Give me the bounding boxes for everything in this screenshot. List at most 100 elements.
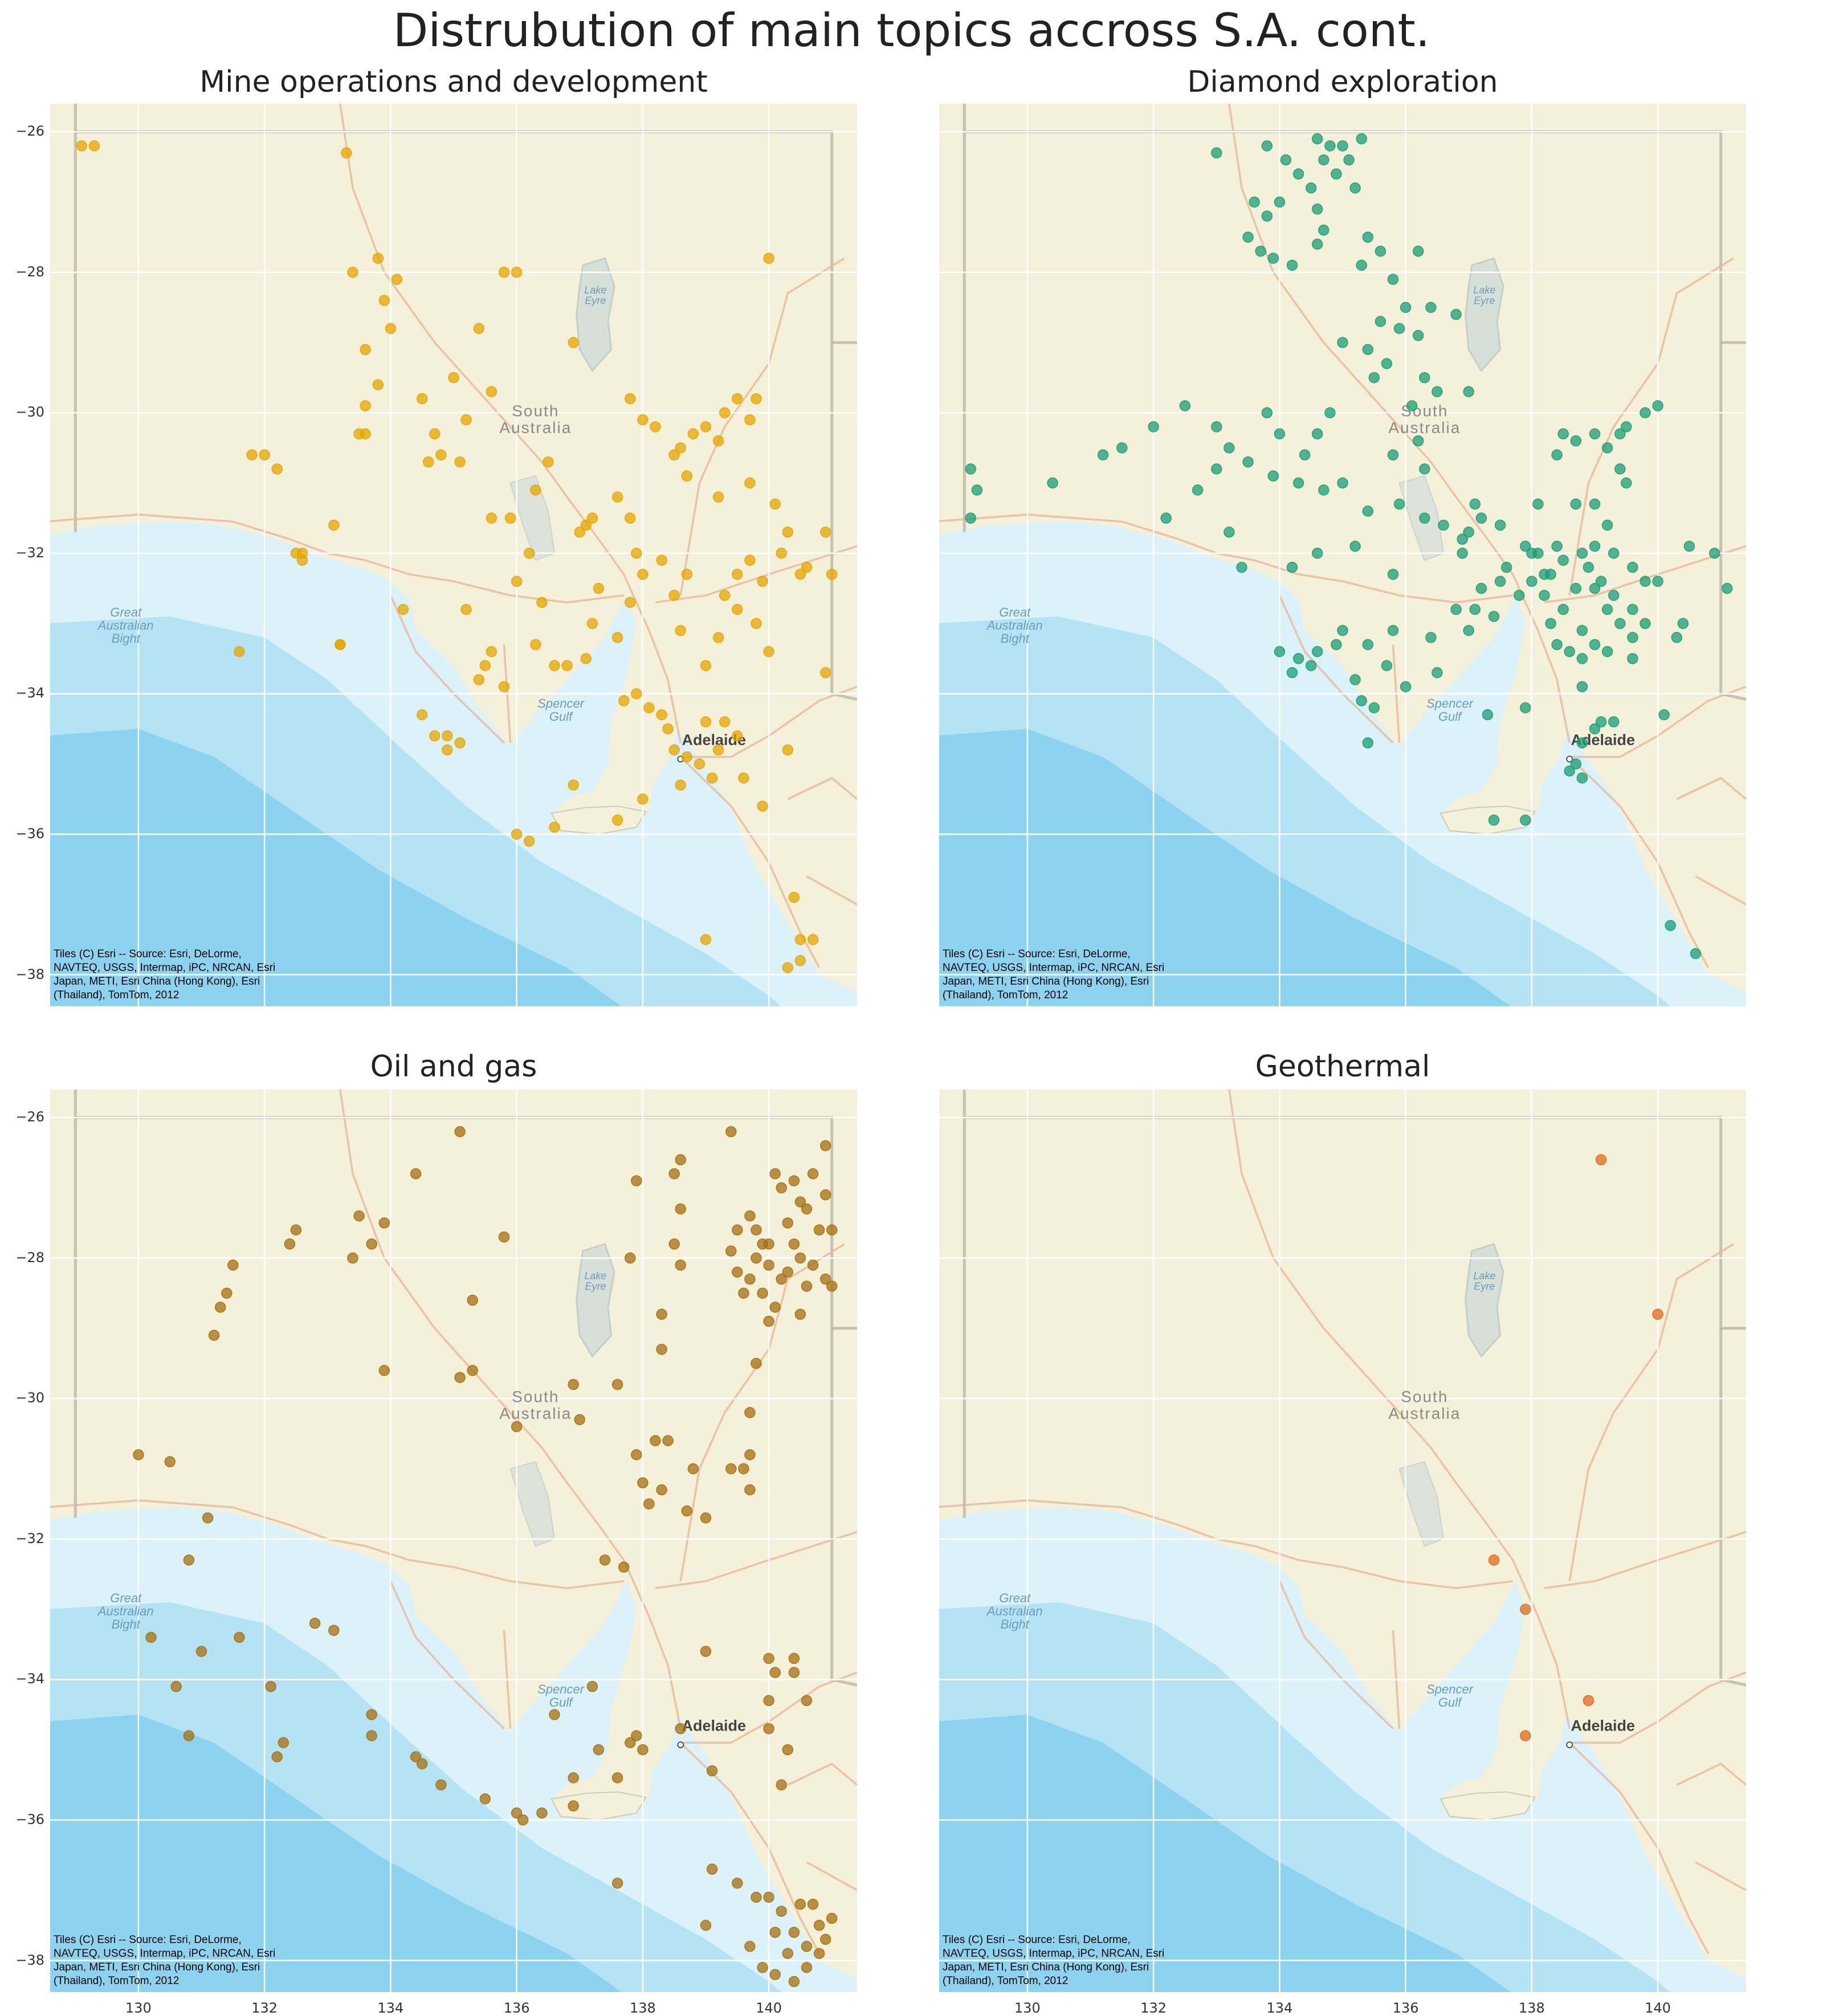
data-point	[1488, 1554, 1500, 1566]
data-point	[486, 646, 497, 658]
data-point	[347, 267, 358, 278]
data-point	[372, 252, 384, 264]
y-tick-label: −26	[15, 1109, 44, 1125]
data-point	[971, 484, 983, 496]
data-point	[1211, 147, 1222, 159]
data-point	[1368, 702, 1380, 713]
y-tick-label: −32	[15, 1530, 44, 1546]
data-point	[1601, 519, 1613, 531]
data-point	[1601, 442, 1613, 454]
data-point	[819, 667, 831, 679]
data-point	[744, 1407, 756, 1418]
city-label: Adelaide	[1571, 1717, 1635, 1734]
data-point	[1652, 400, 1663, 411]
x-tick-label: 134	[1266, 2000, 1293, 2016]
data-point	[1595, 716, 1607, 728]
data-point	[448, 372, 459, 383]
road-line	[1676, 777, 1746, 800]
bight-label: Great Australian Bight	[97, 605, 154, 646]
data-point	[738, 1287, 749, 1299]
data-point	[335, 639, 346, 650]
data-point	[1381, 358, 1393, 369]
data-point	[631, 1449, 642, 1460]
data-point	[309, 1618, 321, 1629]
data-point	[296, 548, 308, 559]
y-tick-label: −30	[15, 1390, 44, 1406]
panel-title: Geothermal	[1255, 1050, 1430, 1084]
data-point	[1255, 246, 1266, 257]
data-point	[1432, 386, 1443, 398]
state-label: South Australia	[1388, 402, 1461, 436]
data-point	[1305, 182, 1317, 194]
data-point	[751, 1224, 762, 1236]
data-point	[378, 1365, 390, 1376]
data-point	[1520, 1730, 1531, 1741]
city-marker	[1566, 756, 1573, 763]
data-point	[454, 456, 466, 468]
data-point	[687, 428, 699, 440]
data-point	[1557, 428, 1569, 440]
map-panel-3: South Australia Great Australian Bight Spence…	[939, 1089, 1746, 1992]
data-point	[700, 716, 712, 728]
data-point	[208, 1329, 220, 1341]
data-point	[794, 1252, 806, 1264]
y-tick-label: −36	[15, 1811, 44, 1827]
x-tick-label: 130	[1014, 2000, 1041, 2016]
data-point	[1412, 330, 1424, 341]
data-point	[782, 744, 794, 756]
data-point	[1640, 407, 1651, 419]
data-point	[1475, 512, 1487, 524]
data-point	[744, 1449, 756, 1460]
y-tick-label: −36	[15, 825, 44, 842]
ocean-deep	[50, 1715, 622, 1992]
data-point	[1488, 814, 1500, 826]
data-point	[631, 1175, 642, 1186]
city-label: Adelaide	[682, 1717, 746, 1734]
data-point	[763, 1891, 774, 1903]
x-tick-label: 138	[1518, 2000, 1545, 2016]
data-point	[668, 449, 680, 461]
x-tick-label: 140	[1645, 2000, 1671, 2016]
data-point	[801, 1280, 813, 1292]
data-point	[819, 1189, 831, 1201]
data-point	[807, 1899, 819, 1910]
data-point	[625, 512, 636, 524]
data-point	[1658, 709, 1670, 721]
data-point	[1425, 632, 1437, 643]
data-point	[681, 470, 693, 482]
data-point	[1614, 463, 1626, 475]
data-point	[1318, 154, 1329, 166]
data-point	[618, 1561, 630, 1573]
data-point	[611, 1378, 623, 1390]
data-point	[1576, 737, 1588, 749]
data-point	[1387, 625, 1399, 636]
attribution-text: Tiles (C) Esri -- Source: Esri, DeLorme,…	[943, 948, 1164, 1001]
data-point	[719, 407, 731, 419]
road-line	[1544, 1531, 1746, 1589]
data-point	[656, 554, 667, 566]
data-point	[650, 421, 661, 432]
data-point	[826, 1280, 838, 1292]
data-point	[675, 779, 686, 791]
data-point	[769, 1667, 781, 1678]
data-point	[1583, 1695, 1594, 1707]
data-point	[76, 140, 88, 152]
data-point	[1362, 639, 1374, 650]
data-point	[133, 1449, 144, 1460]
data-point	[782, 962, 794, 973]
data-point	[498, 681, 510, 692]
data-point	[763, 1723, 774, 1735]
data-point	[1589, 723, 1601, 734]
data-point	[360, 400, 371, 411]
data-point	[1337, 140, 1348, 152]
data-point	[611, 1878, 623, 1889]
data-point	[782, 1266, 794, 1278]
data-point	[1192, 484, 1204, 496]
data-point	[1690, 948, 1702, 960]
data-point	[341, 147, 352, 159]
data-point	[1331, 168, 1342, 180]
data-point	[1514, 590, 1525, 601]
data-point	[700, 421, 712, 432]
x-tick-label: 136	[1392, 2000, 1419, 2016]
road-line	[655, 1531, 857, 1589]
